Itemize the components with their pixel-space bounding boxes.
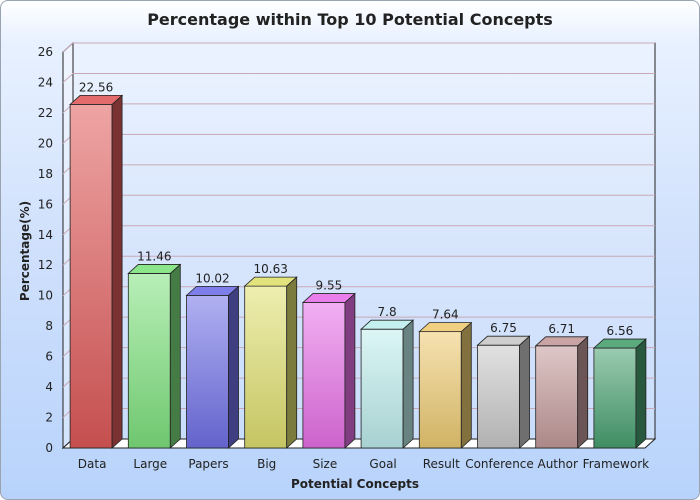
bar-top: [476, 335, 531, 346]
y-axis-label: Percentage(%): [18, 201, 32, 301]
bar: [301, 292, 356, 449]
x-tick-label: Author: [537, 457, 577, 471]
x-tick-label: Large: [133, 457, 167, 471]
data-label: 11.46: [137, 249, 171, 263]
bar: [185, 285, 240, 449]
x-tick-label: Size: [313, 457, 338, 471]
x-tick-label: Papers: [188, 457, 228, 471]
x-axis-label: Potential Concepts: [291, 477, 419, 491]
bar-side: [228, 285, 239, 449]
bar: [476, 335, 531, 449]
bar-front: [593, 347, 637, 449]
x-tick-label: Conference: [465, 457, 534, 471]
bar-front: [69, 103, 113, 449]
bar-front: [418, 331, 462, 449]
bar: [243, 276, 298, 449]
y-tick-label: 18: [38, 167, 53, 181]
bar: [360, 319, 415, 449]
bar-front: [535, 345, 579, 449]
y-tick-label: 4: [45, 380, 53, 394]
bar: [418, 321, 473, 449]
y-tick-label: 8: [45, 319, 53, 333]
bar-side: [635, 338, 647, 449]
value-labels: 22.56 11.46 10.02 10.63 9.55 7.8 7.64 6.75 6.71 6…: [79, 80, 633, 338]
y-tick-label: 12: [38, 258, 53, 272]
x-axis-categories: Data Large Papers Big Size Goal Result Conferen…: [78, 457, 649, 471]
y-tick-label: 26: [38, 45, 53, 59]
bar: [127, 263, 182, 449]
y-tick-label: 24: [38, 75, 53, 89]
data-label: 6.71: [548, 322, 575, 336]
bar-front: [360, 328, 404, 449]
bar-top: [534, 336, 589, 347]
bar: [69, 94, 124, 449]
bar-side: [286, 276, 298, 449]
data-label: 10.63: [254, 262, 288, 276]
data-label: 6.56: [607, 324, 634, 338]
gridline: [62, 42, 655, 53]
bar-top: [127, 264, 182, 274]
x-tick-label: Big: [257, 457, 276, 471]
bar: [534, 335, 589, 449]
y-tick-label: 2: [45, 411, 53, 425]
bar-top: [301, 293, 356, 303]
data-label: 7.64: [432, 308, 459, 322]
bar-front: [477, 344, 520, 449]
bar: [592, 338, 647, 449]
bar-front: [244, 285, 288, 449]
x-tick-label: Data: [78, 457, 107, 471]
bar-side: [402, 319, 414, 449]
bar-front: [302, 302, 346, 449]
bar-top: [360, 319, 415, 330]
bar-side: [519, 335, 530, 449]
bars: [69, 94, 647, 449]
y-tick-label: 0: [45, 441, 53, 455]
data-label: 22.56: [79, 80, 113, 94]
bar-front: [127, 273, 171, 449]
bar-top: [418, 322, 473, 333]
bar-side: [460, 321, 472, 449]
x-tick-label: Result: [423, 457, 460, 471]
data-label: 6.75: [490, 321, 517, 335]
y-tick-label: 22: [38, 106, 53, 120]
y-tick-label: 16: [38, 197, 53, 211]
y-tick-label: 20: [38, 136, 53, 150]
data-label: 7.8: [378, 305, 397, 319]
chart-title: Percentage within Top 10 Potential Conce…: [147, 10, 553, 29]
bar-front: [186, 294, 229, 449]
bar-side: [169, 263, 181, 449]
y-tick-label: 6: [45, 350, 53, 364]
bar-top: [185, 285, 240, 296]
bar-top: [69, 94, 124, 105]
bar-side: [577, 335, 589, 449]
bar-side: [344, 292, 356, 449]
gridline: [62, 72, 655, 83]
bar-top: [592, 338, 647, 349]
y-tick-label: 14: [38, 228, 53, 242]
data-label: 10.02: [195, 271, 229, 285]
bar-side: [111, 94, 123, 449]
x-tick-label: Framework: [583, 457, 649, 471]
bar-top: [243, 276, 298, 287]
x-tick-label: Goal: [369, 457, 396, 471]
data-label: 9.55: [316, 279, 343, 293]
y-tick-label: 10: [38, 289, 53, 303]
